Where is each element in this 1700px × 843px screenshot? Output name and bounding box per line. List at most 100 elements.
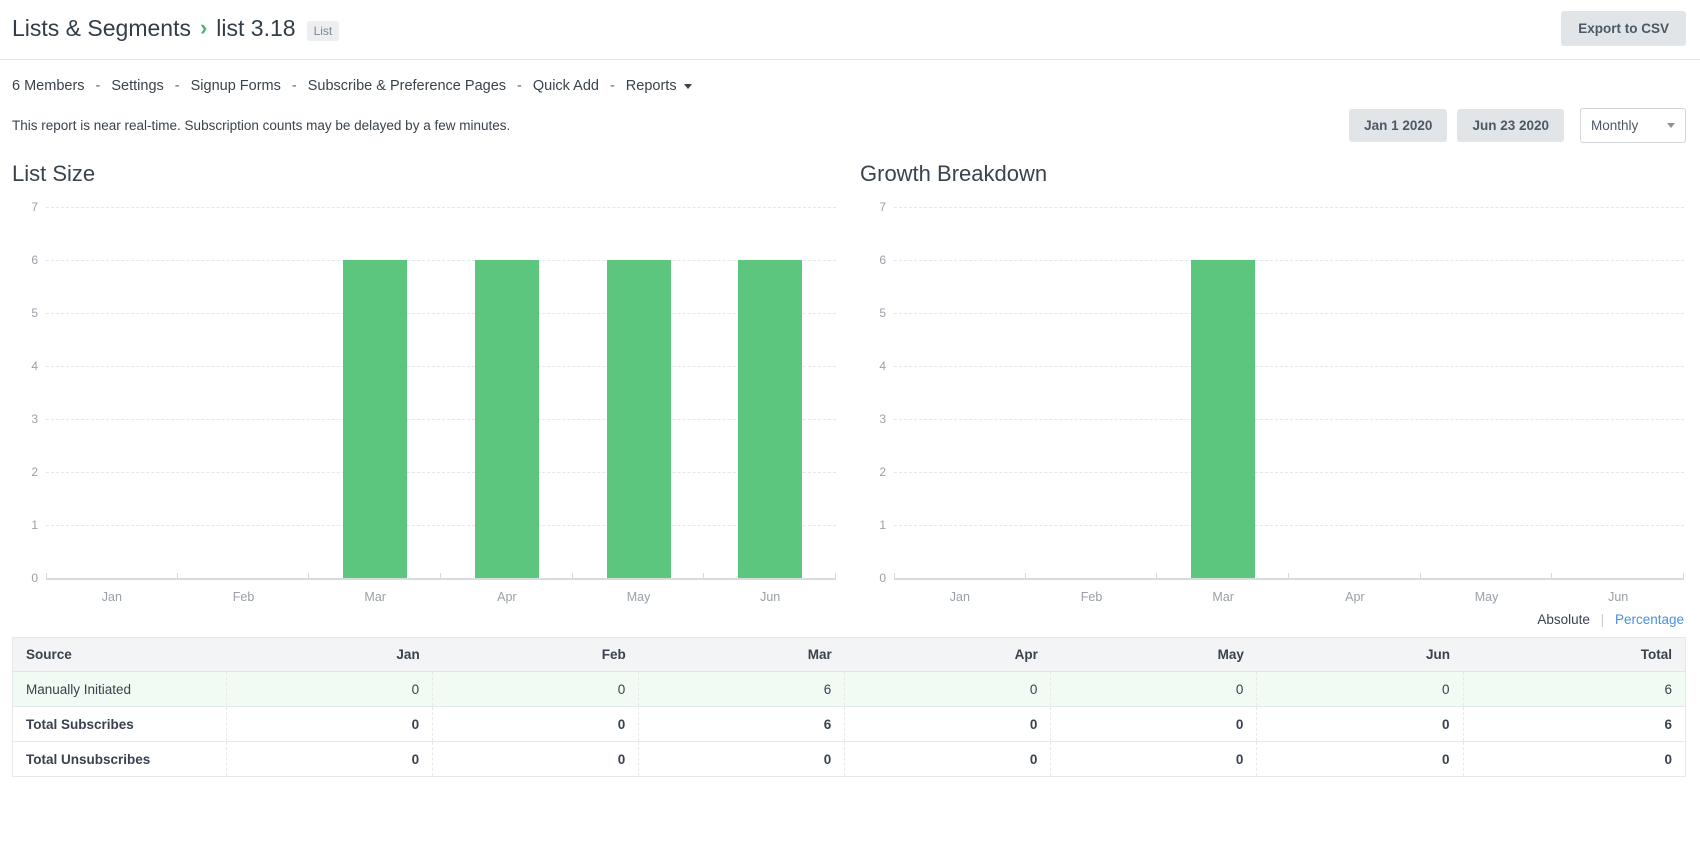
gridline-5 — [894, 313, 1684, 314]
nav-item-signup-forms[interactable]: Signup Forms — [191, 78, 281, 94]
table-row-total-unsubscribes: Total Unsubscribes 0 0 0 0 0 0 0 — [12, 741, 1686, 777]
table-cell: 0 — [638, 741, 845, 777]
breadcrumb-lists-segments-link[interactable]: Lists & Segments — [12, 15, 191, 41]
bar-mar[interactable] — [343, 260, 408, 578]
nav-item-quick-add[interactable]: Quick Add — [533, 78, 599, 94]
export-to-csv-button[interactable]: Export to CSV — [1561, 11, 1686, 46]
chart-column-may: May — [1421, 207, 1553, 604]
nav-item-label: Subscribe & Preference Pages — [307, 78, 507, 94]
list-nav: 6 Members - Settings - Signup Forms - Subscrib… — [0, 60, 1700, 94]
table-cell: 0 — [226, 741, 433, 777]
table-row-manually-initiated: Manually Initiated 0 0 6 0 0 0 6 — [12, 671, 1686, 707]
nav-separator: - — [609, 78, 615, 94]
start-date-button[interactable]: Jan 1 2020 — [1349, 109, 1448, 142]
table-cell: 0 — [226, 706, 433, 742]
growth-table-body: Manually Initiated 0 0 6 0 0 0 6 Total Subscribe… — [12, 671, 1686, 777]
x-axis-tick-label: Jun — [1608, 590, 1629, 604]
value-mode-toggle: Absolute | Percentage — [0, 578, 1700, 637]
nav-item-label: Quick Add — [532, 78, 599, 94]
chart-column-mar: Mar — [1157, 207, 1289, 604]
y-axis-tick-label: 2 — [31, 465, 38, 479]
absolute-toggle[interactable]: Absolute — [1537, 612, 1590, 627]
gridline-1 — [894, 525, 1684, 526]
bar-mar[interactable] — [1191, 260, 1256, 578]
table-row-total-subscribes: Total Subscribes 0 0 6 0 0 0 6 — [12, 706, 1686, 742]
row-label: Total Unsubscribes — [12, 741, 227, 777]
end-date-button[interactable]: Jun 23 2020 — [1457, 109, 1564, 142]
row-label: Manually Initiated — [12, 671, 227, 707]
bar-columns: Jan Feb Mar Apr May Jun — [894, 207, 1684, 604]
breadcrumb: Lists & Segments › list 3.18 List — [12, 15, 340, 42]
table-header-apr: Apr — [844, 637, 1051, 672]
toggle-divider: | — [1600, 612, 1605, 627]
table-cell: 0 — [844, 741, 1051, 777]
y-axis-tick-label: 3 — [31, 412, 38, 426]
report-toolbar: This report is near real-time. Subscript… — [0, 94, 1700, 143]
gridline-6 — [894, 260, 1684, 261]
bar-columns: Jan Feb Mar Apr May Jun — [46, 207, 836, 604]
interval-select-value: Monthly — [1591, 118, 1639, 133]
y-axis-tick-label: 1 — [879, 518, 886, 532]
gridline-5 — [46, 313, 836, 314]
table-header-mar: Mar — [638, 637, 845, 672]
table-cell: 0 — [1256, 671, 1463, 707]
table-cell: 0 — [1256, 741, 1463, 777]
chart-column-may: May — [573, 207, 705, 604]
table-cell: 0 — [226, 671, 433, 707]
bar-may[interactable] — [606, 260, 671, 578]
gridline-6 — [46, 260, 836, 261]
gridline-2 — [46, 472, 836, 473]
y-axis-tick-label: 6 — [31, 253, 38, 267]
nav-item-label: Reports — [625, 78, 677, 94]
table-header-source: Source — [12, 637, 227, 672]
table-cell: 0 — [844, 671, 1051, 707]
y-axis-tick-label: 1 — [31, 518, 38, 532]
y-axis-tick-label: 6 — [879, 253, 886, 267]
chevron-down-icon — [1667, 123, 1675, 128]
x-axis-tick-label: Apr — [497, 590, 517, 604]
date-controls: Jan 1 2020 Jun 23 2020 Monthly — [1349, 108, 1686, 143]
table-cell: 0 — [1050, 706, 1257, 742]
x-axis-tick-label: May — [626, 590, 651, 604]
y-axis-tick-label: 3 — [879, 412, 886, 426]
nav-item-settings[interactable]: Settings — [111, 78, 163, 94]
table-header-jun: Jun — [1256, 637, 1463, 672]
table-cell: 0 — [1256, 706, 1463, 742]
bar-apr[interactable] — [474, 260, 539, 578]
x-axis-tick-label: Jan — [949, 590, 970, 604]
percentage-toggle[interactable]: Percentage — [1614, 612, 1684, 627]
gridline-7 — [46, 207, 836, 208]
table-cell: 6 — [638, 671, 845, 707]
gridline-2 — [894, 472, 1684, 473]
x-axis-tick-label: Apr — [1345, 590, 1365, 604]
table-cell: 0 — [844, 706, 1051, 742]
gridline-3 — [894, 419, 1684, 420]
nav-item-6-members[interactable]: 6 Members — [12, 78, 85, 94]
nav-separator: - — [95, 78, 101, 94]
table-cell: 6 — [638, 706, 845, 742]
nav-item-reports[interactable]: Reports — [626, 78, 692, 94]
y-axis-tick-label: 5 — [31, 306, 38, 320]
y-axis-tick-label: 0 — [879, 571, 886, 585]
gridline-4 — [894, 366, 1684, 367]
chart-column-jun: Jun — [1552, 207, 1684, 604]
table-cell: 0 — [432, 741, 639, 777]
x-axis-tick-label: May — [1474, 590, 1499, 604]
table-cell: 6 — [1462, 671, 1686, 707]
page-header: Lists & Segments › list 3.18 List Export… — [0, 0, 1700, 60]
interval-select[interactable]: Monthly — [1580, 108, 1686, 143]
nav-item-subscribe-preference-pages[interactable]: Subscribe & Preference Pages — [308, 78, 506, 94]
y-axis-tick-label: 2 — [879, 465, 886, 479]
nav-item-label: Signup Forms — [190, 78, 281, 94]
table-header-may: May — [1050, 637, 1257, 672]
chart-title: List Size — [12, 161, 96, 186]
bar-jun[interactable] — [738, 260, 803, 578]
growth-breakdown-chart: Growth Breakdown 0 1 2 3 4 5 6 7 Jan Feb Mar Apr May… — [860, 153, 1684, 604]
gridline-0 — [894, 578, 1684, 580]
table-cell: 0 — [432, 706, 639, 742]
x-axis-tick-label: Mar — [364, 590, 386, 604]
table-header-jan: Jan — [226, 637, 433, 672]
page-title: list 3.18 — [216, 15, 296, 41]
nav-item-label: Settings — [111, 78, 164, 94]
x-axis-tick-label: Feb — [1080, 590, 1103, 604]
